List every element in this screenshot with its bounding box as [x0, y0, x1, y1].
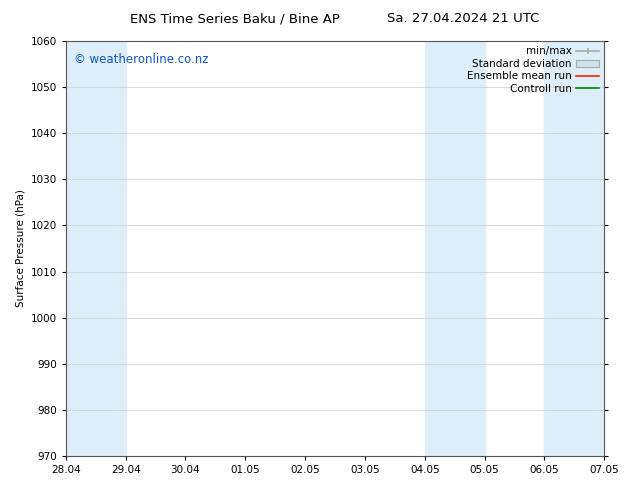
Legend: min/max, Standard deviation, Ensemble mean run, Controll run: min/max, Standard deviation, Ensemble me… — [465, 44, 601, 96]
Text: Sa. 27.04.2024 21 UTC: Sa. 27.04.2024 21 UTC — [387, 12, 539, 25]
Bar — [604, 41, 634, 456]
Text: © weatheronline.co.nz: © weatheronline.co.nz — [74, 53, 209, 67]
Bar — [66, 41, 126, 456]
Text: ENS Time Series Baku / Bine AP: ENS Time Series Baku / Bine AP — [129, 12, 340, 25]
Bar — [545, 41, 604, 456]
Bar — [425, 41, 484, 456]
Y-axis label: Surface Pressure (hPa): Surface Pressure (hPa) — [15, 190, 25, 307]
